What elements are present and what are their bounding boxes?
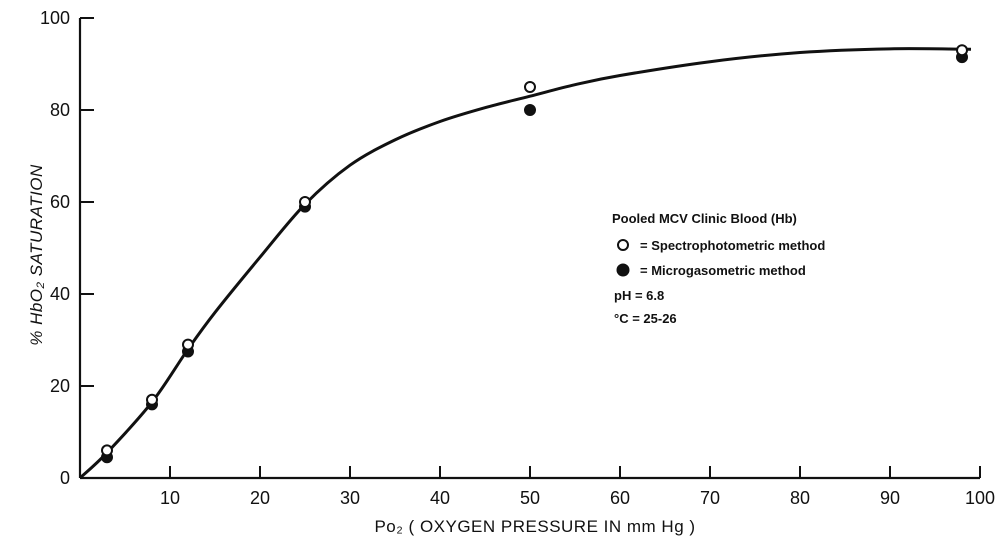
x-tick-label: 60 [610,488,630,508]
y-tick-label: 40 [50,284,70,304]
microgasometric-point [524,104,536,116]
spectrophotometric-point [956,44,968,57]
legend-label-microgasometric: = Microgasometric method [640,263,806,278]
x-tick-label: 90 [880,488,900,508]
x-tick-label: 80 [790,488,810,508]
y-tick-label: 0 [60,468,70,488]
x-tick-label: 40 [430,488,450,508]
spectrophotometric-point [182,338,194,351]
y-axis-title: % HbO₂ SATURATION [27,164,46,346]
x-axis-title: Po₂ ( OXYGEN PRESSURE IN mm Hg ) [374,517,695,536]
legend-label-spectrophotometric: = Spectrophotometric method [640,238,825,253]
y-tick-label: 100 [40,8,70,28]
x-tick-label: 20 [250,488,270,508]
y-tick-label: 20 [50,376,70,396]
y-axis-title-group: % HbO₂ SATURATION [27,164,46,346]
x-tick-label: 50 [520,488,540,508]
spectrophotometric-point [146,393,158,406]
x-tick-label: 10 [160,488,180,508]
x-tick-label: 30 [340,488,360,508]
y-tick-label: 60 [50,192,70,212]
x-tick-label: 70 [700,488,720,508]
spectrophotometric-point [524,81,536,93]
y-tick-label: 80 [50,100,70,120]
legend-note-temperature: °C = 25-26 [614,311,677,326]
axes: 10 20 30 40 50 60 70 80 90 100 0 20 40 60 80 100 [40,8,995,508]
legend: Pooled MCV Clinic Blood (Hb) = Spectroph… [612,211,825,326]
legend-note-ph: pH = 6.8 [614,288,664,303]
spectrophotometric-point [299,196,311,208]
spectrophotometric-point [101,444,113,457]
legend-filled-circle-marker [616,263,630,277]
legend-title: Pooled MCV Clinic Blood (Hb) [612,211,797,226]
legend-open-circle-marker [617,239,629,251]
x-tick-label: 100 [965,488,995,508]
points-layer [101,44,968,464]
